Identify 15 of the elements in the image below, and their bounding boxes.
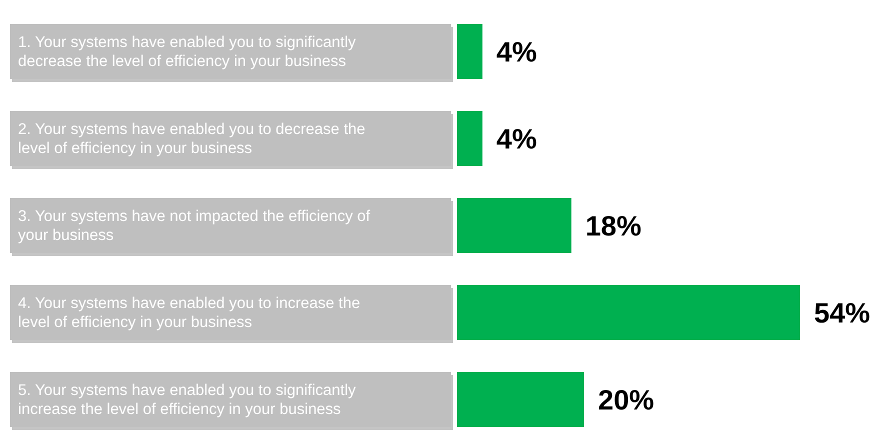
data-label: 20% <box>598 384 654 416</box>
data-label: 4% <box>496 123 537 154</box>
y-tick-label: 5. Your systems have enabled you to significantly increase the level of efficiency in your business <box>18 382 356 418</box>
bar <box>457 372 584 427</box>
data-label: 18% <box>585 210 642 242</box>
y-tick-label: 2. Your systems have enabled you to decrease the level of efficiency in your business <box>18 120 366 156</box>
data-label: 4% <box>496 36 537 68</box>
y-tick-label: 3. Your systems have not impacted the efficiency of your business <box>18 208 371 244</box>
data-label: 54% <box>814 297 870 328</box>
bar <box>457 24 482 79</box>
bar <box>457 198 572 253</box>
y-tick-label: 1. Your systems have enabled you to significantly decrease the level of efficiency in your business <box>18 34 356 70</box>
bar <box>457 285 800 340</box>
bar <box>457 111 482 166</box>
y-tick-label: 4. Your systems have enabled you to increase the level of efficiency in your business <box>18 294 360 330</box>
